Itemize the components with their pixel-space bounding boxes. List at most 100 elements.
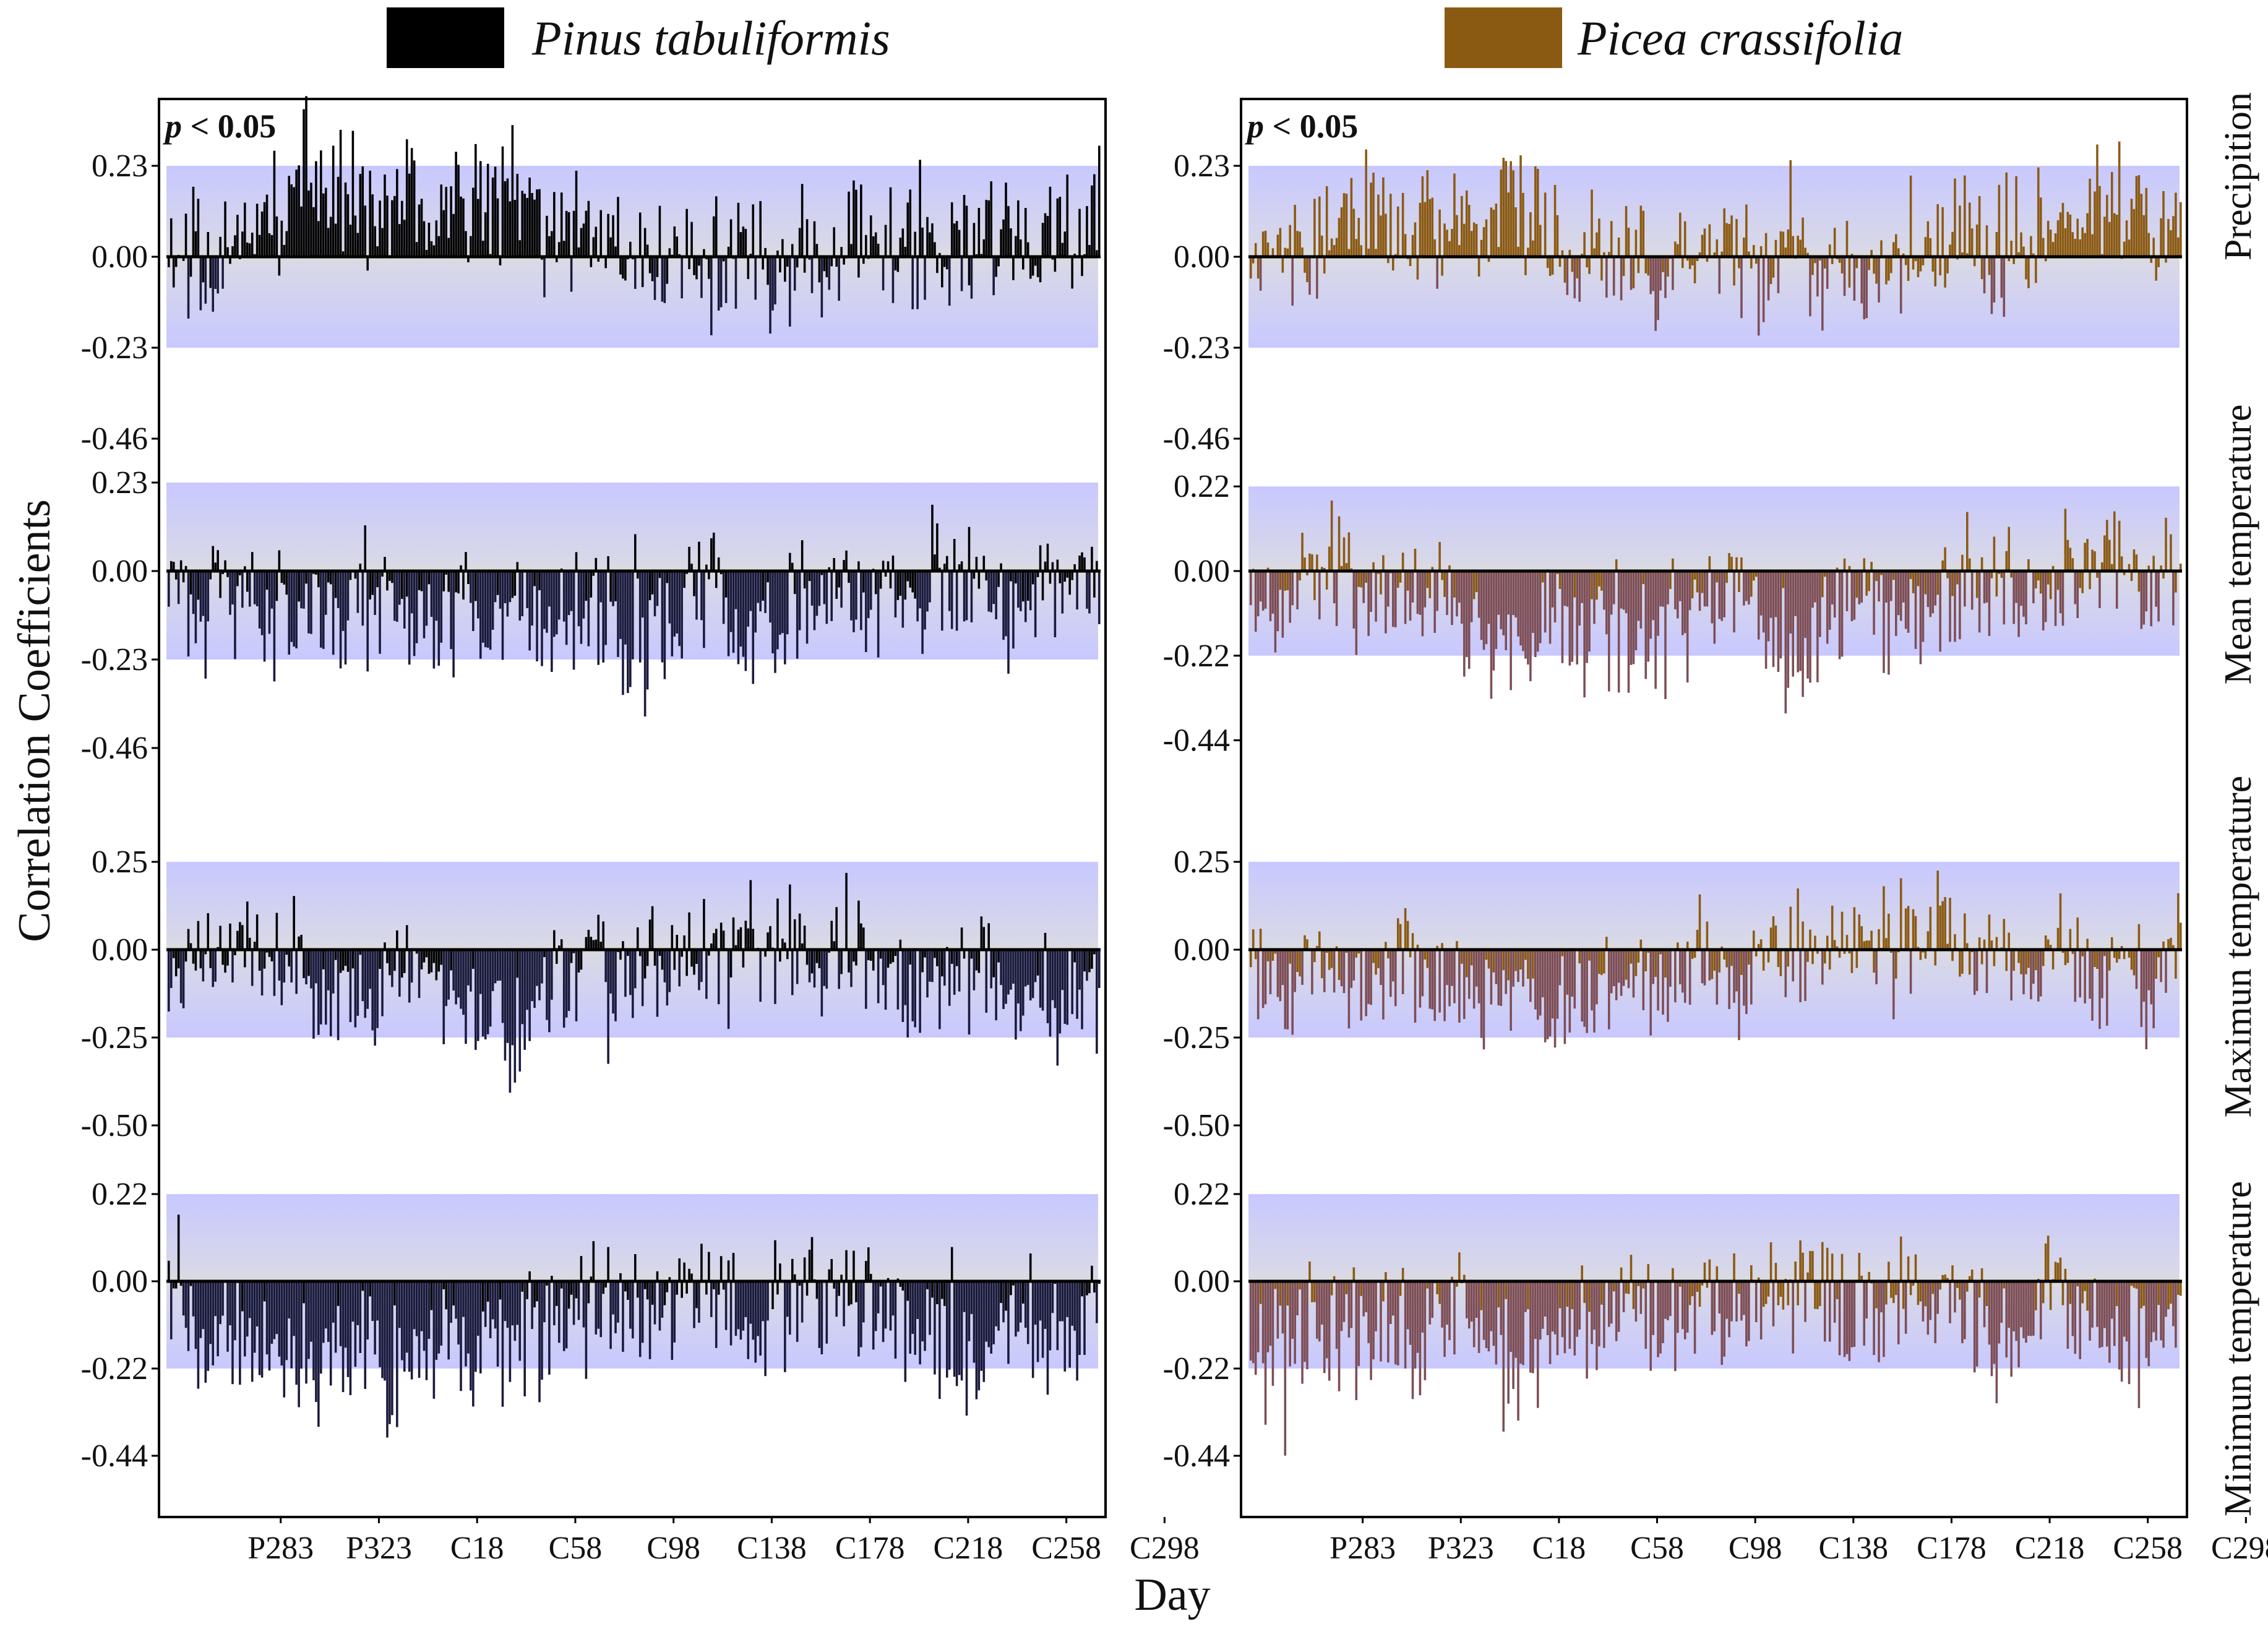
bar bbox=[435, 571, 438, 621]
bar bbox=[975, 950, 978, 971]
bar bbox=[1031, 950, 1034, 999]
bar bbox=[1467, 205, 1471, 257]
bar bbox=[705, 950, 708, 999]
panel-frame bbox=[158, 98, 1107, 1518]
bar bbox=[1784, 950, 1787, 997]
bar bbox=[179, 560, 183, 571]
bar bbox=[597, 257, 600, 262]
bar bbox=[1441, 943, 1443, 950]
bar bbox=[275, 571, 278, 601]
bar bbox=[1625, 950, 1628, 980]
bar bbox=[2157, 257, 2160, 267]
x-axis-title: Day bbox=[1134, 1570, 1210, 1620]
y-tick-label: 0.25 bbox=[1174, 845, 1230, 880]
bar bbox=[322, 1281, 325, 1343]
bar bbox=[830, 571, 833, 621]
bar bbox=[256, 571, 259, 606]
bar bbox=[310, 571, 312, 634]
bar bbox=[1049, 950, 1052, 1037]
bar bbox=[2030, 1281, 2032, 1336]
bar bbox=[523, 950, 526, 1050]
bar bbox=[820, 950, 823, 1017]
bar bbox=[1617, 237, 1620, 257]
bar bbox=[1271, 571, 1274, 614]
bar bbox=[1313, 950, 1316, 963]
bar bbox=[1954, 1281, 1956, 1313]
bar bbox=[602, 921, 604, 950]
bar bbox=[1755, 1281, 1758, 1323]
bar bbox=[327, 228, 330, 257]
bar bbox=[1524, 571, 1527, 659]
bar bbox=[1414, 222, 1417, 257]
bar bbox=[521, 191, 524, 257]
bar bbox=[1802, 571, 1804, 697]
bar bbox=[1723, 208, 1725, 257]
bar bbox=[172, 562, 175, 571]
bar bbox=[501, 146, 504, 257]
bar bbox=[207, 571, 210, 622]
bar bbox=[990, 181, 992, 257]
bar bbox=[1541, 571, 1544, 583]
bar bbox=[1929, 1281, 1932, 1320]
y-tick-label: 0.23 bbox=[92, 465, 148, 501]
bar bbox=[511, 571, 514, 598]
bar bbox=[774, 571, 776, 673]
bar bbox=[1927, 571, 1930, 608]
bar bbox=[1416, 1281, 1419, 1353]
bar bbox=[2128, 239, 2131, 257]
bar bbox=[1284, 247, 1287, 257]
bar bbox=[1321, 567, 1323, 571]
bar bbox=[212, 257, 214, 312]
bar bbox=[256, 1281, 259, 1326]
bar bbox=[204, 950, 207, 955]
bar bbox=[838, 257, 840, 301]
bar bbox=[1855, 950, 1858, 968]
bar bbox=[405, 571, 408, 597]
bar bbox=[2106, 1281, 2108, 1347]
bar bbox=[1517, 571, 1519, 637]
bar bbox=[504, 1281, 507, 1322]
bar bbox=[1895, 1281, 1897, 1296]
bar bbox=[1553, 571, 1557, 622]
bar bbox=[1071, 950, 1073, 1015]
bar bbox=[1296, 1281, 1299, 1316]
bar bbox=[307, 190, 310, 257]
bar bbox=[877, 950, 880, 1004]
bar bbox=[324, 571, 327, 615]
bar bbox=[1586, 257, 1588, 268]
bar bbox=[833, 941, 836, 950]
bar bbox=[366, 1281, 369, 1340]
bar bbox=[850, 571, 853, 621]
bar bbox=[1328, 1281, 1331, 1381]
bar bbox=[391, 200, 393, 257]
bar bbox=[2056, 927, 2060, 950]
bar bbox=[1931, 571, 1935, 614]
bar bbox=[698, 950, 700, 991]
bar bbox=[1672, 558, 1674, 571]
bar bbox=[968, 950, 971, 1035]
bar bbox=[931, 504, 934, 571]
bar bbox=[896, 950, 900, 1010]
bar bbox=[504, 950, 507, 1061]
bar bbox=[494, 950, 497, 984]
bar bbox=[1264, 950, 1267, 1005]
bar bbox=[1759, 1281, 1763, 1339]
bar bbox=[430, 241, 433, 257]
bar bbox=[853, 180, 855, 257]
bar bbox=[1333, 1276, 1336, 1281]
bar bbox=[786, 257, 789, 267]
bar bbox=[1026, 1281, 1029, 1344]
bar bbox=[462, 571, 465, 600]
bar bbox=[1627, 950, 1630, 989]
bar bbox=[1456, 1281, 1458, 1287]
bar bbox=[2012, 257, 2015, 264]
bar bbox=[2037, 571, 2040, 581]
bar bbox=[1767, 950, 1770, 963]
bar bbox=[1051, 950, 1054, 1000]
bar bbox=[2175, 571, 2177, 593]
bar bbox=[420, 950, 423, 969]
bar bbox=[1843, 257, 1846, 296]
bar bbox=[1529, 212, 1532, 257]
bar bbox=[437, 950, 440, 972]
bar bbox=[475, 950, 477, 1051]
